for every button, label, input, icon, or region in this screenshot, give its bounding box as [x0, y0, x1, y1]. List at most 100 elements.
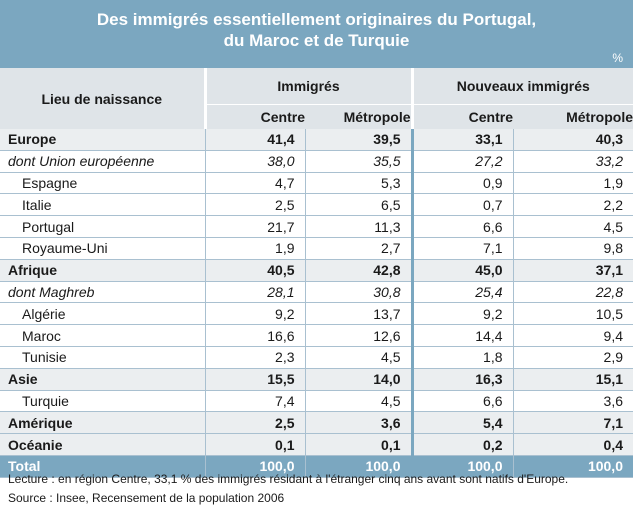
cell-value: 0,2 — [412, 433, 514, 456]
cell-value: 16,3 — [412, 368, 514, 391]
row-label: Algérie — [0, 302, 206, 326]
unit-label: % — [612, 51, 623, 65]
table-row: Royaume-Uni 1,9 2,7 7,1 9,8 — [0, 237, 633, 260]
cell-value: 42,8 — [305, 259, 414, 282]
cell-value: 10,5 — [513, 302, 633, 326]
cell-value: 9,2 — [205, 302, 306, 326]
cell-value: 100,0 — [513, 455, 633, 478]
cell-value: 2,7 — [305, 237, 414, 260]
cell-value: 14,4 — [412, 324, 514, 347]
row-label: Total — [0, 455, 206, 478]
cell-value: 100,0 — [305, 455, 414, 478]
row-label: Maroc — [0, 324, 206, 347]
table-row: Turquie 7,4 4,5 6,6 3,6 — [0, 390, 633, 413]
header-metropole-nouveaux: Métropole — [513, 104, 633, 129]
cell-value: 41,4 — [205, 129, 306, 151]
cell-value: 11,3 — [305, 215, 414, 238]
cell-value: 35,5 — [305, 150, 414, 173]
cell-value: 2,5 — [205, 411, 306, 435]
cell-value: 5,3 — [305, 172, 414, 195]
cell-value: 2,9 — [513, 346, 633, 369]
cell-value: 15,1 — [513, 368, 633, 391]
row-label: Turquie — [0, 390, 206, 413]
cell-value: 7,4 — [205, 390, 306, 413]
table-row: Océanie 0,1 0,1 0,2 0,4 — [0, 433, 633, 456]
row-label: Océanie — [0, 433, 206, 456]
table-row: Amérique 2,5 3,6 5,4 7,1 — [0, 411, 633, 435]
row-label: Royaume-Uni — [0, 237, 206, 260]
table-title-line-1: Des immigrés essentiellement originaires… — [96, 10, 537, 29]
cell-value: 9,4 — [513, 324, 633, 347]
data-table: Lieu de naissance Immigrés Nouveaux immi… — [0, 68, 633, 478]
header-nouveaux-immigres: Nouveaux immigrés — [412, 68, 633, 105]
cell-value: 0,1 — [305, 433, 414, 456]
cell-value: 0,4 — [513, 433, 633, 456]
cell-value: 25,4 — [412, 281, 514, 304]
table-row: Maroc 16,6 12,6 14,4 9,4 — [0, 324, 633, 347]
cell-value: 4,5 — [305, 346, 414, 369]
reading-note: Lecture : en région Centre, 33,1 % des i… — [8, 472, 569, 486]
cell-value: 33,1 — [412, 129, 514, 151]
table-row: Tunisie 2,3 4,5 1,8 2,9 — [0, 346, 633, 369]
cell-value: 15,5 — [205, 368, 306, 391]
cell-value: 3,6 — [305, 411, 414, 435]
cell-value: 14,0 — [305, 368, 414, 391]
cell-value: 2,3 — [205, 346, 306, 369]
cell-value: 6,6 — [412, 215, 514, 238]
cell-value: 9,8 — [513, 237, 633, 260]
notes: Lecture : en région Centre, 33,1 % des i… — [8, 470, 568, 508]
cell-value: 28,1 — [205, 281, 306, 304]
total-row: Total 100,0 100,0 100,0 100,0 — [0, 455, 633, 478]
row-label: dont Union européenne — [0, 150, 206, 173]
row-label: Portugal — [0, 215, 206, 238]
cell-value: 37,1 — [513, 259, 633, 282]
table-row: dont Maghreb 28,1 30,8 25,4 22,8 — [0, 281, 633, 304]
row-label: dont Maghreb — [0, 281, 206, 304]
cell-value: 6,5 — [305, 193, 414, 217]
cell-value: 2,2 — [513, 193, 633, 217]
source-note: Source : Insee, Recensement de la popula… — [8, 491, 285, 505]
cell-value: 33,2 — [513, 150, 633, 173]
cell-value: 45,0 — [412, 259, 514, 282]
cell-value: 13,7 — [305, 302, 414, 326]
cell-value: 2,5 — [205, 193, 306, 217]
row-label: Europe — [0, 129, 206, 151]
row-label: Italie — [0, 193, 206, 217]
row-label: Espagne — [0, 172, 206, 195]
row-label: Afrique — [0, 259, 206, 282]
header-immigres: Immigrés — [205, 68, 414, 105]
table-row: Espagne 4,7 5,3 0,9 1,9 — [0, 172, 633, 195]
cell-value: 0,1 — [205, 433, 306, 456]
cell-value: 0,7 — [412, 193, 514, 217]
cell-value: 21,7 — [205, 215, 306, 238]
cell-value: 16,6 — [205, 324, 306, 347]
header-centre-immigres: Centre — [205, 104, 305, 129]
cell-value: 4,5 — [305, 390, 414, 413]
cell-value: 22,8 — [513, 281, 633, 304]
title-band: Des immigrés essentiellement originaires… — [0, 0, 633, 68]
cell-value: 100,0 — [205, 455, 306, 478]
cell-value: 12,6 — [305, 324, 414, 347]
table-title-line-2: du Maroc et de Turquie — [223, 31, 410, 50]
table-row: Italie 2,5 6,5 0,7 2,2 — [0, 193, 633, 217]
cell-value: 100,0 — [412, 455, 514, 478]
cell-value: 0,9 — [412, 172, 514, 195]
cell-value: 6,6 — [412, 390, 514, 413]
cell-value: 1,9 — [513, 172, 633, 195]
table-row: Portugal 21,7 11,3 6,6 4,5 — [0, 215, 633, 238]
cell-value: 3,6 — [513, 390, 633, 413]
header-lieu: Lieu de naissance — [0, 68, 207, 129]
cell-value: 5,4 — [412, 411, 514, 435]
cell-value: 7,1 — [412, 237, 514, 260]
row-label: Asie — [0, 368, 206, 391]
cell-value: 40,5 — [205, 259, 306, 282]
cell-value: 4,5 — [513, 215, 633, 238]
table-row: Afrique 40,5 42,8 45,0 37,1 — [0, 259, 633, 282]
row-label: Tunisie — [0, 346, 206, 369]
table-row: dont Union européenne 38,0 35,5 27,2 33,… — [0, 150, 633, 173]
cell-value: 27,2 — [412, 150, 514, 173]
cell-value: 1,9 — [205, 237, 306, 260]
cell-value: 30,8 — [305, 281, 414, 304]
cell-value: 9,2 — [412, 302, 514, 326]
